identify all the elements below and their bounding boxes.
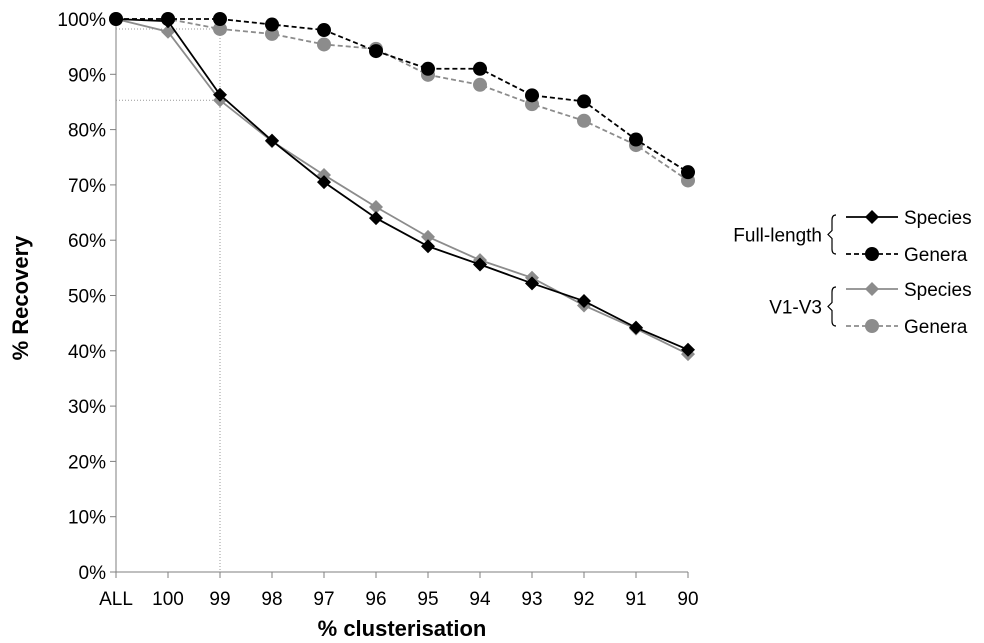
data-point	[369, 44, 383, 59]
data-point	[213, 87, 227, 102]
legend-marker	[865, 319, 879, 333]
x-tick-label: 97	[313, 589, 334, 610]
y-tick-label: 50%	[68, 287, 106, 308]
data-point	[681, 165, 695, 180]
legend-label: Species	[904, 208, 972, 229]
data-point	[161, 14, 175, 29]
data-point	[213, 12, 227, 26]
y-tick-label: 10%	[68, 508, 106, 529]
data-point	[473, 257, 487, 272]
series-line	[115, 18, 689, 355]
y-tick-label: 90%	[68, 65, 106, 86]
legend-marker	[865, 247, 879, 261]
series-v1-v3-species	[109, 12, 695, 362]
data-point	[577, 294, 591, 309]
y-tick-label: 0%	[79, 563, 107, 584]
y-tick-label: 80%	[68, 121, 106, 142]
x-tick-label: 100	[152, 589, 184, 610]
series-line	[116, 18, 689, 182]
y-axis-title: % Recovery	[8, 235, 33, 361]
legend-marker	[865, 282, 879, 296]
y-tick-label: 40%	[68, 342, 106, 363]
legend: Species Genera Species Genera Full-length V1-…	[733, 208, 971, 338]
data-point	[369, 200, 383, 215]
y-tick-label: 60%	[68, 231, 106, 252]
x-axis-title: % clusterisation	[318, 616, 487, 641]
series-line	[115, 18, 689, 351]
data-point	[369, 211, 383, 226]
data-point	[681, 342, 695, 357]
data-point	[473, 61, 487, 76]
legend-marker	[865, 210, 879, 224]
data-point	[525, 276, 539, 291]
data-point	[421, 229, 435, 244]
data-point	[525, 88, 539, 103]
data-point	[421, 239, 435, 254]
legend-group-label: Full-length	[733, 226, 822, 247]
series-group	[109, 12, 695, 362]
data-point	[317, 37, 331, 52]
axes: 0% 10% 20% 30% 40% 50% 60% 70% 80% 90% 100% ALL 100 9…	[57, 10, 698, 610]
y-tick-label: 100%	[57, 10, 106, 31]
legend-group-label: V1-V3	[769, 298, 822, 319]
legend-label: Genera	[904, 245, 968, 266]
x-tick-label: 93	[521, 589, 542, 610]
series-v1-v3-genera	[109, 12, 695, 188]
legend-group-bracket	[827, 214, 837, 255]
data-point	[577, 113, 591, 128]
series-line	[116, 18, 689, 173]
x-tick-label: 92	[573, 589, 594, 610]
data-point	[629, 132, 643, 147]
data-point	[629, 320, 643, 335]
data-point	[317, 175, 331, 190]
data-point	[213, 21, 227, 36]
data-point	[473, 77, 487, 92]
data-point	[577, 94, 591, 109]
legend-group-bracket	[827, 286, 837, 327]
x-tick-label: 90	[677, 589, 698, 610]
x-tick-label: 96	[365, 589, 386, 610]
reference-lines	[116, 28, 221, 572]
data-point	[317, 23, 331, 38]
x-tick-label: 94	[469, 589, 491, 610]
data-point	[265, 133, 279, 148]
series-full-length-genera	[109, 12, 695, 180]
data-point	[109, 12, 123, 26]
y-tick-label: 70%	[68, 176, 106, 197]
x-tick-label: ALL	[99, 589, 133, 610]
y-tick-label: 20%	[68, 452, 106, 473]
data-point	[161, 24, 175, 39]
x-tick-label: 98	[261, 589, 282, 610]
data-point	[421, 61, 435, 76]
x-tick-label: 91	[625, 589, 646, 610]
data-point	[265, 17, 279, 32]
x-tick-label: 95	[417, 589, 438, 610]
y-tick-label: 30%	[68, 397, 106, 418]
series-full-length-species	[109, 12, 695, 357]
x-tick-label: 99	[209, 589, 230, 610]
legend-label: Species	[904, 280, 972, 301]
legend-label: Genera	[904, 317, 968, 338]
